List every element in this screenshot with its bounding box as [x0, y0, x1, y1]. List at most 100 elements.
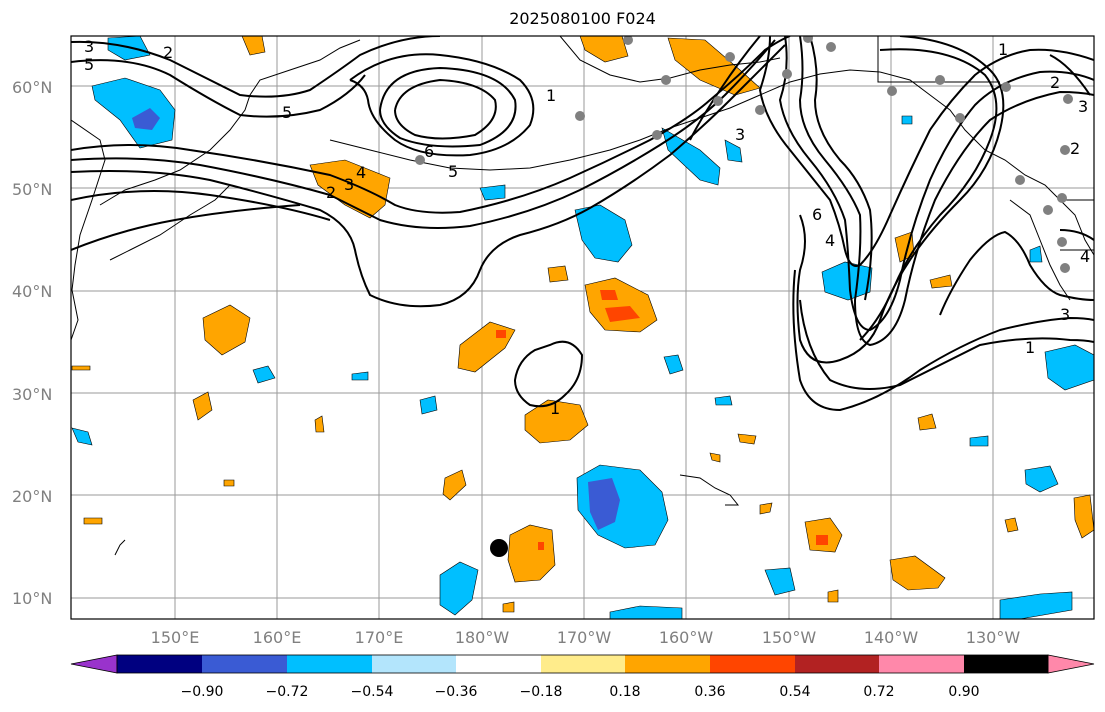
contour-label: 3	[735, 125, 745, 144]
contour-label: 3	[344, 175, 354, 194]
station-dot	[713, 96, 723, 106]
contour-label: 4	[825, 231, 835, 250]
positive-anomaly-region	[547, 265, 569, 283]
lon-label: 160°W	[659, 628, 714, 647]
negative-anomaly-region	[661, 127, 721, 186]
colorbar-tick-label: −0.72	[266, 684, 309, 700]
positive-anomaly-region	[600, 290, 618, 300]
positive-anomaly-region	[816, 535, 828, 545]
positive-anomaly-region	[442, 469, 467, 501]
positive-anomaly-region	[737, 433, 757, 445]
contour-label: 2	[163, 43, 173, 62]
negative-anomaly-region	[724, 139, 743, 163]
colorbar-segment	[117, 655, 202, 673]
negative-anomaly-region	[901, 115, 913, 125]
contour-label: 5	[282, 103, 292, 122]
station-dot	[1060, 263, 1070, 273]
positive-anomaly-region	[223, 479, 235, 487]
contour-label: 2	[1070, 139, 1080, 158]
positive-anomaly-region	[202, 304, 251, 356]
positive-anomaly-region	[759, 502, 773, 515]
station-dot	[652, 130, 662, 140]
positive-anomaly-region	[496, 330, 506, 338]
contour-label: 3	[1078, 97, 1088, 116]
negative-anomaly-region	[969, 435, 989, 447]
contour-label: 1	[1025, 338, 1035, 357]
positive-anomaly-region	[71, 365, 91, 371]
station-dot	[415, 155, 425, 165]
positive-anomaly-region	[507, 524, 556, 583]
lon-label: 150°E	[151, 628, 200, 647]
colorbar-segment	[879, 655, 964, 673]
positive-anomaly-region	[917, 413, 937, 431]
positive-anomaly-region	[827, 589, 839, 603]
station-dot	[1015, 175, 1025, 185]
negative-anomaly-region	[821, 261, 873, 301]
positive-anomaly-region	[83, 517, 103, 525]
negative-anomaly-region	[999, 591, 1073, 619]
map-frame	[70, 35, 1095, 620]
contour-label: 5	[84, 55, 94, 74]
positive-anomaly-region	[192, 391, 213, 421]
lat-label: 20°N	[12, 487, 52, 506]
station-dot	[725, 52, 735, 62]
negative-anomaly-region	[714, 395, 733, 406]
lon-label: 170°E	[355, 628, 404, 647]
colorbar-tick-label: 0.72	[863, 684, 894, 700]
negative-anomaly-region	[252, 365, 276, 384]
colorbar-segment	[202, 655, 287, 673]
colorbar-tick-label: −0.36	[435, 684, 478, 700]
station-dot	[887, 86, 897, 96]
positive-anomaly-region	[1073, 494, 1094, 539]
negative-anomaly-region	[1024, 465, 1059, 493]
colorbar-segment	[964, 655, 1048, 673]
negative-anomaly-region	[609, 605, 683, 619]
positive-anomaly-region	[709, 452, 721, 463]
contour-label: 3	[1060, 305, 1070, 324]
location-marker[interactable]	[490, 539, 508, 557]
lon-label: 140°W	[864, 628, 919, 647]
contour-label: 6	[812, 205, 822, 224]
negative-anomaly-region	[439, 561, 479, 616]
contour-label: 1	[998, 40, 1008, 59]
station-dot	[1001, 82, 1011, 92]
positive-anomaly-region	[524, 399, 589, 444]
station-dot	[661, 75, 671, 85]
colorbar-segment	[372, 655, 456, 673]
colorbar-segment	[287, 655, 372, 673]
negative-anomaly-region	[351, 371, 369, 381]
positive-anomaly-region	[579, 36, 629, 63]
negative-anomaly-region	[132, 108, 160, 130]
lat-label: 40°N	[12, 282, 52, 301]
station-dot	[1043, 205, 1053, 215]
station-dot	[1063, 94, 1073, 104]
station-dot	[1057, 193, 1067, 203]
positive-anomaly-region	[889, 555, 946, 591]
station-dot	[826, 42, 836, 52]
contour-label: 6	[424, 142, 434, 161]
station-dot	[1057, 237, 1067, 247]
positive-anomaly-region	[1004, 517, 1019, 533]
positive-anomaly-region	[502, 601, 515, 613]
colorbar-tick-label: 0.18	[609, 684, 640, 700]
positive-anomaly-region	[538, 542, 544, 550]
contour-label: 2	[326, 183, 336, 202]
lon-label: 160°E	[253, 628, 302, 647]
positive-anomaly-region	[667, 37, 761, 96]
station-dot	[782, 69, 792, 79]
colorbar-tick-label: −0.54	[351, 684, 394, 700]
negative-anomaly-region	[419, 395, 438, 415]
lon-label: 180°W	[455, 628, 510, 647]
map-title: 2025080100 F024	[509, 9, 656, 28]
contour-label-group: 3 5 2 6 5 4 3 2 5 1 1 6 4 3 1 3 1 2 2 4 …	[84, 37, 1090, 418]
contour-label: 2	[1050, 73, 1060, 92]
colorbar-segment	[795, 655, 879, 673]
station-dots	[415, 36, 1073, 273]
contour-label: 3	[84, 37, 94, 56]
positive-anomaly-region	[241, 36, 266, 56]
lon-label: 170°W	[557, 628, 612, 647]
station-dot	[623, 36, 633, 45]
lat-label: 50°N	[12, 180, 52, 199]
colorbar-segment	[625, 655, 710, 673]
